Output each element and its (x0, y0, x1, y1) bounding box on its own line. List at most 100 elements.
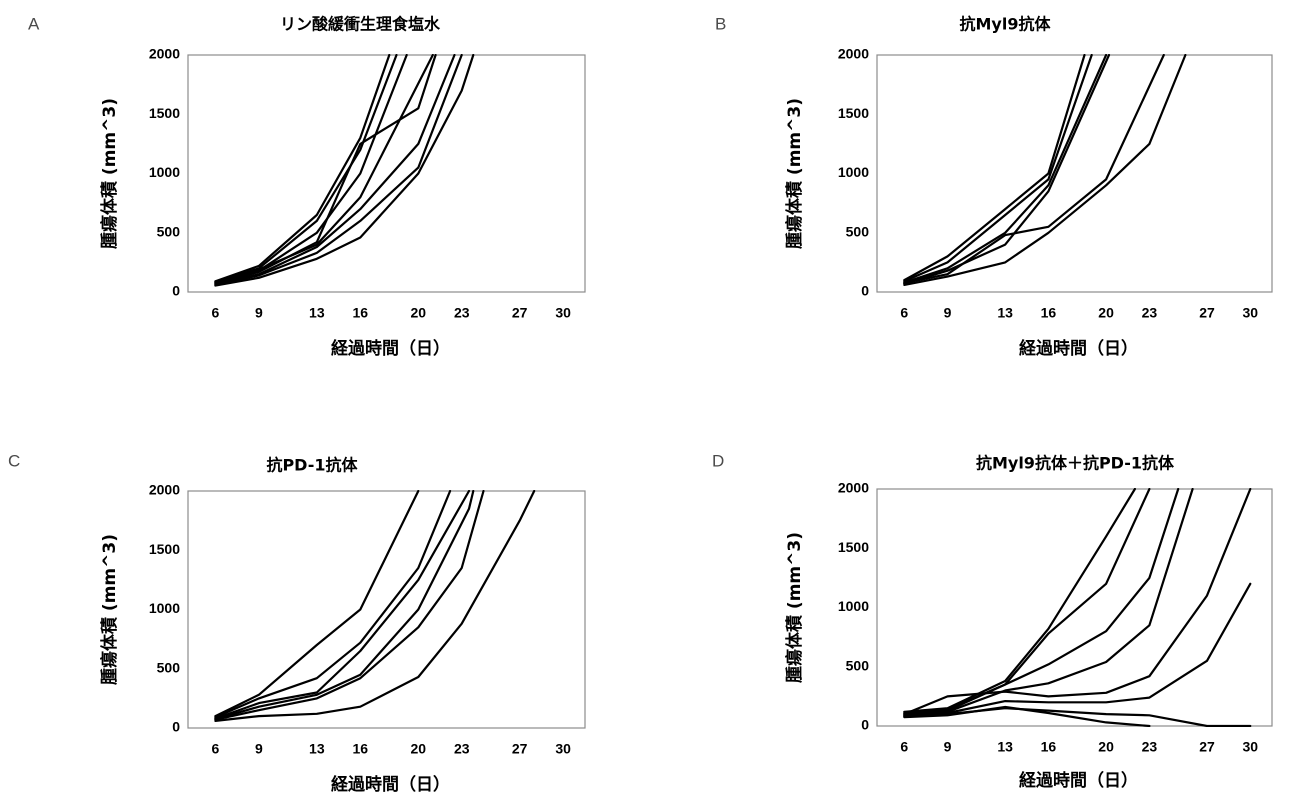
x-tick-label: 20 (410, 305, 426, 321)
x-tick-label: 16 (353, 741, 369, 757)
chart-title: 抗Myl9抗体＋抗PD-1抗体 (976, 454, 1175, 473)
series-line-4 (214, 490, 475, 721)
y-axis-label: 腫瘍体積 (mm^3) (784, 532, 805, 683)
panel-a: A リン酸緩衝生理食塩水 0 500 1000 1500 2000 6 9 13 16 20 23 27 3… (28, 14, 586, 359)
x-tick-label: 9 (944, 739, 952, 755)
x-tick-label: 13 (309, 741, 325, 757)
y-tick-label: 1500 (838, 539, 869, 555)
series-line-1 (903, 54, 1086, 282)
series-line-4 (214, 54, 437, 285)
x-tick-label: 20 (1098, 305, 1114, 321)
x-tick-label: 9 (944, 305, 952, 321)
series-line-1 (214, 490, 420, 718)
y-tick-label: 0 (861, 717, 869, 733)
x-tick-label: 23 (1142, 739, 1158, 755)
series-line-3 (903, 54, 1108, 284)
plot-frame (876, 488, 1273, 727)
y-tick-label: 500 (846, 223, 870, 239)
x-tick-label: 23 (454, 305, 470, 321)
x-tick-label: 23 (1142, 305, 1158, 321)
series-line-1 (903, 488, 1137, 713)
x-tick-label: 20 (1098, 739, 1114, 755)
x-tick-label: 30 (1242, 305, 1258, 321)
panel-letter: D (712, 451, 724, 470)
chart-title: リン酸緩衝生理食塩水 (280, 15, 441, 34)
plot-frame (876, 54, 1273, 293)
series-line-6 (903, 582, 1252, 718)
series-line-2 (214, 490, 452, 719)
y-tick-label: 500 (846, 657, 870, 673)
y-tick-label: 500 (157, 659, 181, 675)
x-tick-label: 9 (255, 305, 263, 321)
series-line-6 (903, 54, 1187, 286)
x-tick-label: 16 (1041, 305, 1057, 321)
x-tick-label: 16 (353, 305, 369, 321)
x-tick-label: 13 (309, 305, 325, 321)
panel-c: C 抗PD-1抗体 0 500 1000 1500 2000 6 9 13 16 20 23 27 30 経過… (8, 451, 586, 795)
x-tick-label: 6 (211, 305, 219, 321)
x-tick-label: 6 (900, 305, 908, 321)
x-tick-label: 27 (1199, 739, 1215, 755)
x-tick-label: 16 (1041, 739, 1057, 755)
x-tick-label: 13 (997, 305, 1013, 321)
x-tick-label: 30 (555, 741, 571, 757)
series-line-4 (903, 54, 1111, 285)
panel-b: B 抗Myl9抗体 0 500 1000 1500 2000 6 9 13 16 20 23 27 30 経過… (715, 14, 1273, 359)
x-axis-label: 経過時間（日） (331, 774, 450, 795)
y-axis-label: 腫瘍体積 (mm^3) (99, 534, 120, 685)
y-tick-label: 2000 (149, 46, 180, 62)
y-tick-label: 0 (172, 719, 180, 735)
series-line-7 (214, 54, 463, 286)
y-tick-label: 0 (861, 283, 869, 299)
x-tick-label: 30 (555, 305, 571, 321)
y-tick-label: 1000 (838, 598, 869, 614)
series-line-2 (903, 54, 1093, 283)
series-line-8 (214, 54, 475, 287)
series-line-5 (903, 54, 1165, 285)
y-tick-label: 1000 (838, 164, 869, 180)
series-line-3 (214, 490, 471, 720)
y-axis-label: 腫瘍体積 (mm^3) (784, 98, 805, 249)
y-tick-label: 1500 (838, 105, 869, 121)
y-tick-label: 1500 (149, 105, 180, 121)
chart-title: 抗Myl9抗体 (960, 15, 1052, 34)
series-line-2 (903, 488, 1151, 715)
series-group (214, 490, 536, 723)
y-tick-label: 2000 (149, 482, 180, 498)
panel-letter: A (28, 14, 40, 33)
plot-frame (187, 490, 586, 729)
series-group (903, 488, 1252, 727)
x-tick-label: 20 (410, 741, 426, 757)
x-tick-label: 23 (454, 741, 470, 757)
x-axis-label: 経過時間（日） (331, 338, 450, 359)
y-axis-label: 腫瘍体積 (mm^3) (99, 98, 120, 249)
x-tick-label: 6 (211, 741, 219, 757)
panel-letter: C (8, 451, 20, 470)
x-axis-label: 経過時間（日） (1019, 338, 1138, 359)
y-tick-label: 1000 (149, 600, 180, 616)
x-tick-label: 30 (1242, 739, 1258, 755)
series-line-5 (214, 490, 485, 721)
plot-frame (187, 54, 586, 293)
x-tick-label: 27 (1199, 305, 1215, 321)
series-group (214, 54, 475, 287)
y-tick-label: 0 (172, 283, 180, 299)
y-tick-label: 1000 (149, 164, 180, 180)
x-tick-label: 13 (997, 739, 1013, 755)
chart-title: 抗PD-1抗体 (266, 456, 358, 475)
y-tick-label: 500 (157, 223, 181, 239)
series-line-4 (903, 488, 1194, 717)
series-line-6 (214, 490, 536, 723)
x-axis-label: 経過時間（日） (1019, 770, 1138, 791)
y-tick-label: 2000 (838, 46, 869, 62)
series-line-5 (903, 488, 1252, 716)
series-line-8 (903, 705, 1151, 727)
panel-d: D 抗Myl9抗体＋抗PD-1抗体 0 500 1000 1500 2000 6 9 13 16 20… (712, 451, 1273, 791)
series-line-1 (214, 54, 391, 283)
panel-letter: B (715, 14, 726, 33)
series-group (903, 54, 1187, 286)
series-line-3 (903, 488, 1180, 716)
x-tick-label: 6 (900, 739, 908, 755)
series-line-5 (214, 54, 434, 283)
